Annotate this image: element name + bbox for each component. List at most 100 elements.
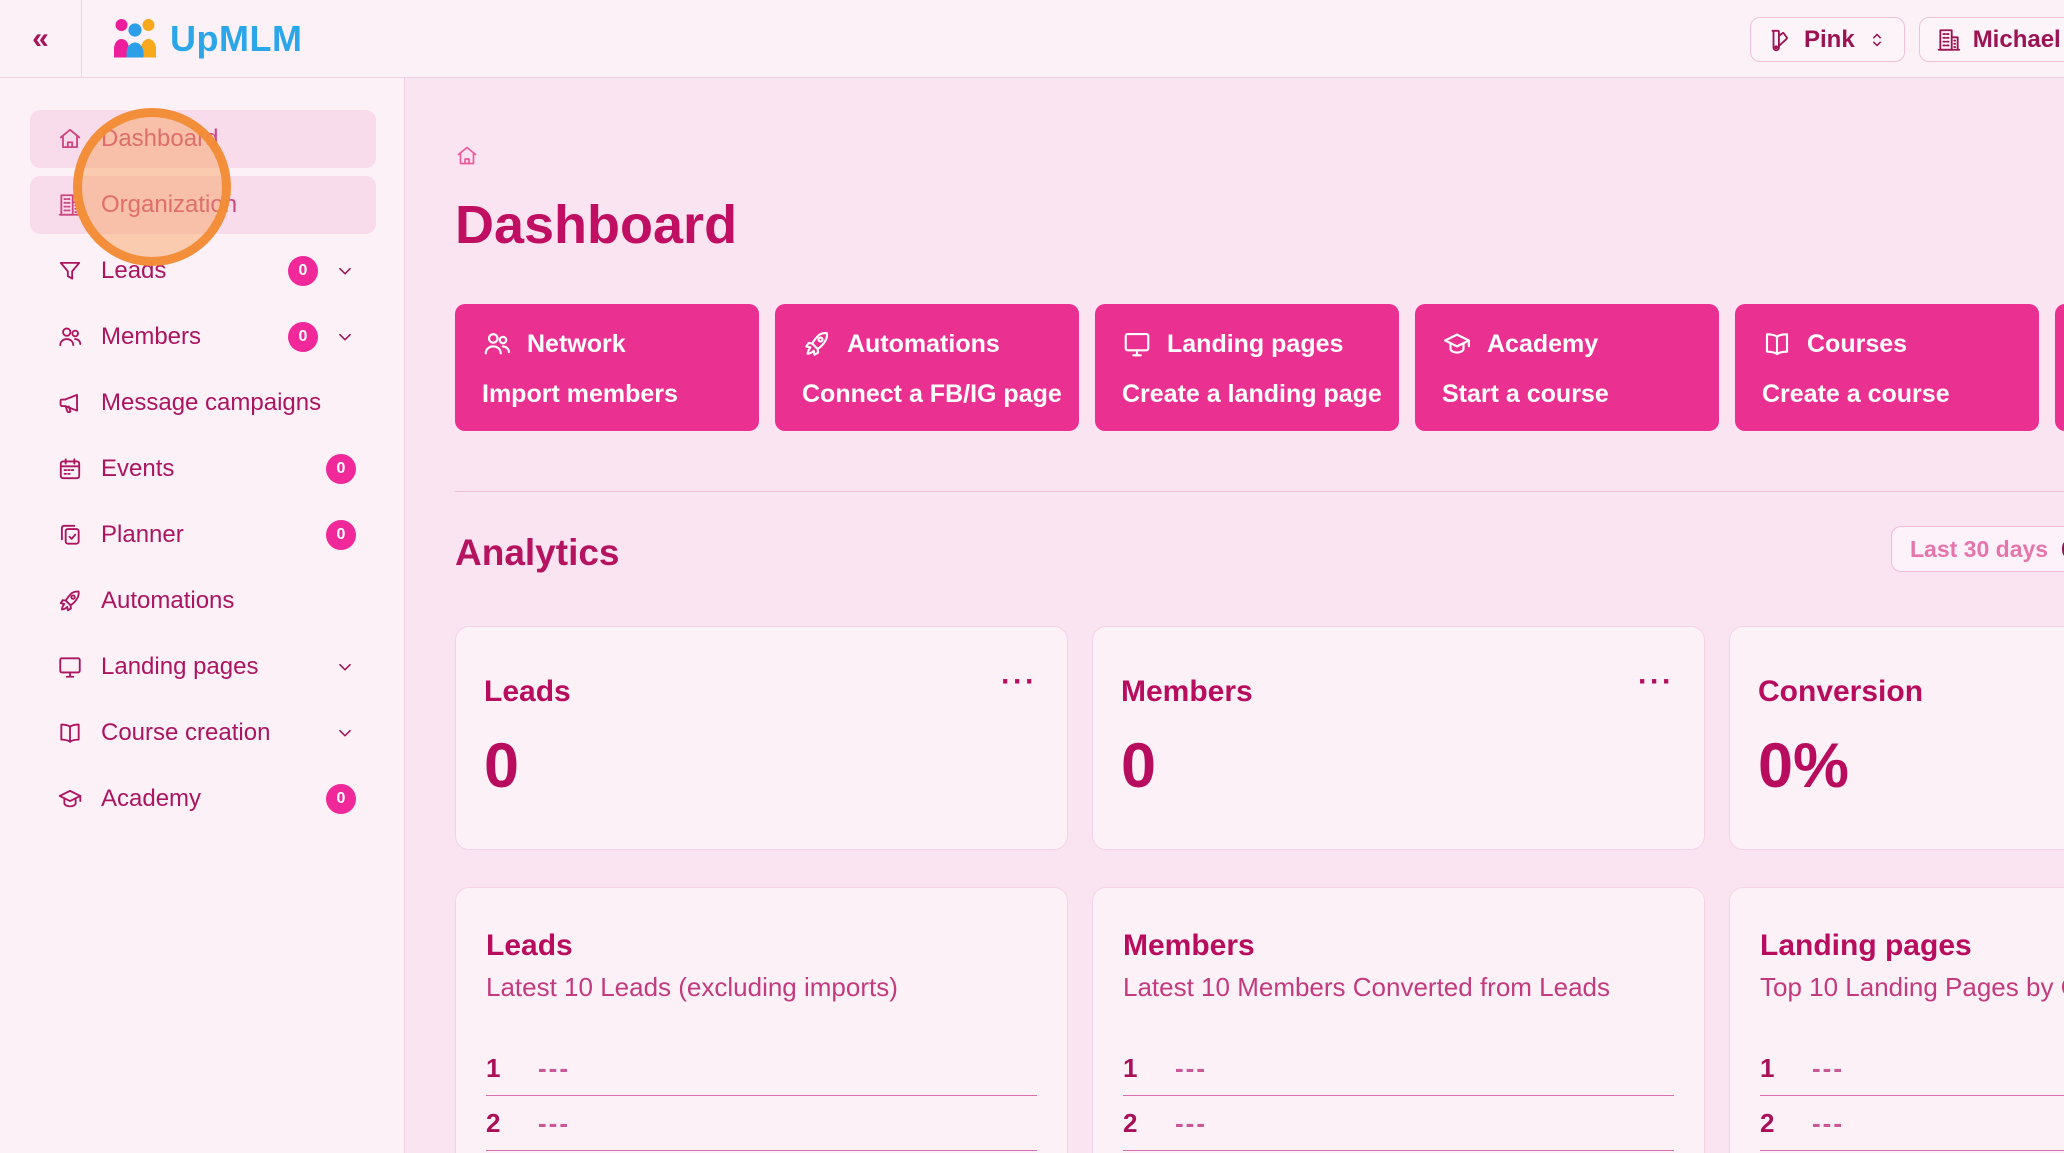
row-number: 2 [486, 1107, 501, 1138]
list-card-title: Leads [486, 929, 573, 963]
quick-action-academy[interactable]: Academy Start a course [1415, 304, 1719, 432]
list-card-landing-pages: Landing pages Top 10 Landing Pages by Co… [1729, 887, 2064, 1153]
quick-action-partial[interactable]: C [2055, 304, 2064, 432]
rocket-icon [57, 588, 83, 614]
megaphone-icon [57, 390, 83, 416]
analytics-header: Analytics Last 30 days 01/2 [455, 526, 2064, 590]
count-badge: 0 [326, 454, 356, 484]
count-badge: 0 [288, 256, 318, 286]
list-item: 2 --- [486, 1096, 1037, 1152]
stat-card-value: 0 [1121, 731, 1157, 802]
stat-card-value: 0 [484, 731, 520, 802]
section-divider [455, 491, 2064, 493]
stat-card-members: Members ··· 0 [1092, 626, 1705, 851]
list-item: 1 --- [486, 1041, 1037, 1097]
breadcrumb-home-icon[interactable] [455, 144, 479, 168]
date-range-label: Last 30 days [1910, 535, 2049, 562]
book-icon [57, 720, 83, 746]
sidebar-item-dashboard[interactable]: Dashboard [30, 110, 376, 168]
sidebar-item-academy[interactable]: Academy 0 [30, 770, 376, 828]
funnel-icon [57, 258, 83, 284]
row-value: --- [1175, 1107, 1207, 1138]
quick-action-subtitle: Create a landing page [1122, 380, 1382, 409]
quick-action-courses[interactable]: Courses Create a course [1735, 304, 2039, 432]
sidebar-item-label: Landing pages [101, 653, 259, 680]
more-horizontal-icon[interactable]: ··· [1001, 665, 1037, 699]
row-value: --- [1812, 1052, 1844, 1083]
stat-card-title: Conversion [1758, 675, 1924, 709]
list-cards-row: Leads Latest 10 Leads (excluding imports… [455, 887, 2064, 1153]
date-range-filter[interactable]: Last 30 days 01/2 [1891, 526, 2064, 573]
list-card-members: Members Latest 10 Members Converted from… [1092, 887, 1705, 1153]
topbar-actions: Pink Michael O [1750, 17, 2064, 62]
sidebar-item-leads[interactable]: Leads 0 [30, 242, 376, 300]
collapse-sidebar-button[interactable]: « [32, 21, 49, 55]
quick-action-title: Courses [1807, 329, 1908, 358]
graduation-cap-icon [1442, 329, 1472, 359]
list-item: 1 --- [1123, 1041, 1674, 1097]
chevron-down-icon[interactable] [334, 260, 356, 282]
sidebar-item-course-creation[interactable]: Course creation [30, 704, 376, 762]
stat-card-conversion: Conversion 0% [1729, 626, 2064, 851]
building-icon [1936, 27, 1962, 53]
date-range-value: 01/2 [2061, 536, 2064, 563]
quick-action-subtitle: Import members [482, 380, 678, 409]
more-horizontal-icon[interactable]: ··· [1638, 665, 1674, 699]
swatchbook-icon [1767, 27, 1793, 53]
sidebar-item-members[interactable]: Members 0 [30, 308, 376, 366]
stat-cards-row: Leads ··· 0 Members ··· 0 Conversion 0% [455, 626, 2064, 851]
rocket-icon [802, 329, 832, 359]
row-number: 1 [1123, 1052, 1138, 1083]
sidebar-item-events[interactable]: Events 0 [30, 440, 376, 498]
monitor-icon [57, 654, 83, 680]
list-card-subtitle: Latest 10 Members Converted from Leads [1123, 972, 1611, 1003]
sidebar-item-organization[interactable]: Organization [30, 176, 376, 234]
sidebar-item-automations[interactable]: Automations [30, 572, 376, 630]
stat-card-title: Leads [484, 675, 571, 709]
theme-selector-button[interactable]: Pink [1750, 17, 1905, 62]
clipboard-check-icon [57, 522, 83, 548]
list-card-subtitle: Top 10 Landing Pages by Convers [1760, 972, 2064, 1003]
quick-action-automations[interactable]: Automations Connect a FB/IG page [775, 304, 1079, 432]
row-value: --- [538, 1107, 570, 1138]
sidebar-item-planner[interactable]: Planner 0 [30, 506, 376, 564]
users-icon [57, 324, 83, 350]
sidebar-item-message-campaigns[interactable]: Message campaigns [30, 374, 376, 432]
brand-logo[interactable]: UpMLM [112, 16, 302, 62]
list-item: 1 --- [1760, 1041, 2064, 1097]
row-value: --- [1812, 1107, 1844, 1138]
sidebar-collapse-area: « [0, 0, 82, 77]
list-item: 2 --- [1760, 1096, 2064, 1152]
chevron-down-icon[interactable] [334, 326, 356, 348]
building-icon [57, 192, 83, 218]
quick-action-subtitle: Create a course [1762, 380, 1950, 409]
monitor-icon [1122, 329, 1152, 359]
row-number: 2 [1760, 1107, 1775, 1138]
graduation-cap-icon [57, 786, 83, 812]
chevron-down-icon[interactable] [334, 722, 356, 744]
quick-action-landing-pages[interactable]: Landing pages Create a landing page [1095, 304, 1399, 432]
chevron-down-icon[interactable] [334, 656, 356, 678]
organization-switcher-button[interactable]: Michael O [1918, 17, 2064, 62]
quick-action-network[interactable]: Network Import members [455, 304, 759, 432]
sidebar-item-label: Academy [101, 785, 202, 812]
organization-switcher-label: Michael O [1972, 25, 2064, 53]
sidebar-item-label: Dashboard [101, 125, 219, 152]
quick-actions-row: Network Import members Automations Conne… [455, 304, 2064, 432]
sidebar-item-label: Course creation [101, 719, 271, 746]
brand-name: UpMLM [170, 17, 303, 59]
home-icon [57, 126, 83, 152]
list-card-title: Members [1123, 929, 1255, 963]
list-item: 2 --- [1123, 1096, 1674, 1152]
row-value: --- [538, 1052, 570, 1083]
count-badge: 0 [326, 520, 356, 550]
quick-action-subtitle: Start a course [1442, 380, 1609, 409]
sidebar: Dashboard Organization Leads 0 Members 0… [0, 78, 405, 1153]
upmlm-logo-icon [112, 16, 158, 62]
list-card-subtitle: Latest 10 Leads (excluding imports) [486, 972, 898, 1003]
sidebar-item-label: Message campaigns [101, 389, 322, 416]
theme-selector-label: Pink [1804, 25, 1855, 53]
sidebar-item-landing-pages[interactable]: Landing pages [30, 638, 376, 696]
users-icon [482, 329, 512, 359]
